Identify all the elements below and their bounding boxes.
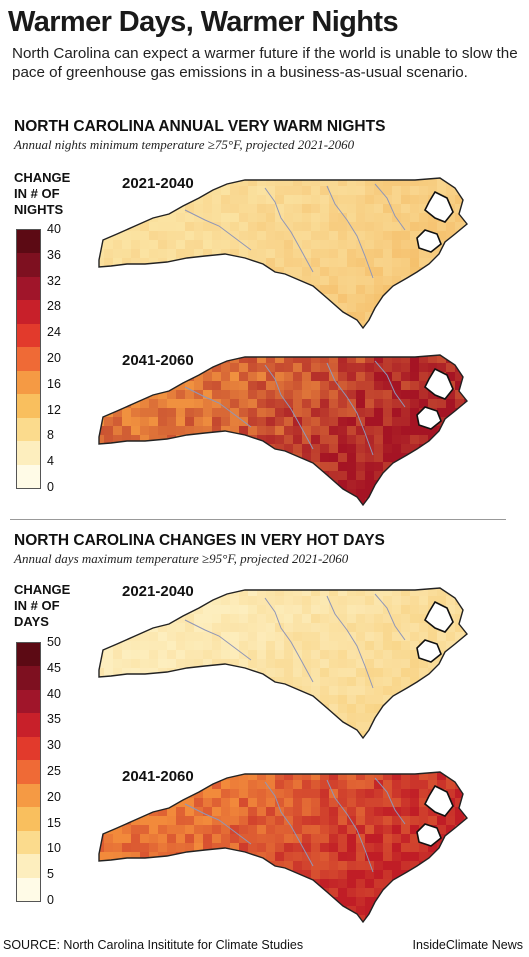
- nc-map-nights-2041-2060: [98, 354, 468, 507]
- legend-swatch: [17, 807, 40, 831]
- state-outline: [98, 177, 468, 330]
- legend-swatch: [17, 783, 40, 808]
- river-line: [374, 777, 406, 825]
- legend-tick-label: 20: [47, 351, 61, 365]
- legend-tick-label: 40: [47, 686, 61, 701]
- section-subtitle-days: Annual days maximum temperature ≥95°F, p…: [14, 551, 349, 566]
- legend-tick-label: 4: [47, 454, 54, 469]
- section-divider: [10, 519, 506, 520]
- credit-logo-text: InsideClimate News: [412, 938, 523, 952]
- legend-color-bar-days: [16, 642, 41, 902]
- legend-swatch: [17, 347, 40, 371]
- heat-grid: [99, 772, 467, 922]
- heat-grid: [99, 178, 467, 328]
- legend-swatch: [17, 643, 40, 667]
- legend-tick-label: 0: [47, 480, 54, 494]
- river-line: [264, 187, 314, 273]
- legend-swatch: [17, 689, 40, 714]
- legend-title-nights: CHANGE IN # OF NIGHTS: [14, 170, 71, 217]
- legend-tick-label: 40: [47, 222, 61, 236]
- legend-swatch: [17, 760, 40, 784]
- legend-tick-label: 28: [47, 299, 61, 314]
- legend-tick-label: 20: [47, 789, 61, 804]
- legend-tick-label: 32: [47, 273, 61, 288]
- legend-tick-label: 25: [47, 764, 61, 778]
- legend-swatch: [17, 300, 40, 324]
- legend-tick-label: 5: [47, 867, 54, 882]
- river-line: [184, 803, 252, 845]
- map-label-days-2021-2040: 2021-2040: [122, 583, 194, 600]
- river-line: [184, 209, 252, 251]
- legend-tick-label: 36: [47, 247, 61, 262]
- section-title-nights: NORTH CAROLINA ANNUAL VERY WARM NIGHTS: [14, 118, 386, 135]
- section-subtitle-nights: Annual nights minimum temperature ≥75°F,…: [14, 137, 355, 152]
- river-line: [374, 593, 406, 641]
- legend-swatch: [17, 854, 40, 878]
- page-title: Warmer Days, Warmer Nights: [8, 6, 399, 38]
- legend-swatch: [17, 666, 40, 690]
- legend-tick-label: 10: [47, 841, 61, 856]
- river-line: [326, 595, 374, 689]
- legend-swatch: [17, 394, 40, 418]
- legend-tick-label: 12: [47, 402, 61, 417]
- river-line: [264, 364, 314, 450]
- river-line: [264, 597, 314, 683]
- source-note: SOURCE: North Carolina Insititute for Cl…: [3, 938, 304, 952]
- legend-title-days: CHANGE IN # OF DAYS: [14, 582, 71, 629]
- nc-map-days-2041-2060: [98, 771, 468, 924]
- legend-swatch: [17, 441, 40, 465]
- river-line: [264, 781, 314, 867]
- legend-swatch: [17, 830, 40, 855]
- pamlico-albemarle-sounds: [416, 784, 454, 847]
- legend-tick-label: 35: [47, 712, 61, 727]
- river-line: [326, 185, 374, 279]
- state-outline: [98, 587, 468, 740]
- state-outline: [98, 771, 468, 924]
- legend-tick-label: 50: [47, 635, 61, 649]
- legend-swatch: [17, 877, 40, 901]
- legend-swatch: [17, 713, 40, 737]
- heat-grid: [99, 355, 467, 505]
- nc-map-days-2021-2040: [98, 587, 468, 740]
- legend-tick-label: 0: [47, 893, 54, 907]
- legend-swatch: [17, 736, 40, 761]
- section-title-days: NORTH CAROLINA CHANGES IN VERY HOT DAYS: [14, 532, 385, 549]
- legend-tick-label: 8: [47, 428, 54, 443]
- river-line: [184, 386, 252, 428]
- legend-tick-label: 45: [47, 660, 61, 675]
- legend-swatch: [17, 230, 40, 254]
- map-label-days-2041-2060: 2041-2060: [122, 768, 194, 785]
- river-line: [184, 619, 252, 661]
- legend-color-bar-nights: [16, 229, 41, 489]
- legend-swatch: [17, 323, 40, 348]
- river-line: [374, 360, 406, 408]
- river-line: [326, 362, 374, 456]
- page-subtitle: North Carolina can expect a warmer futur…: [12, 45, 518, 81]
- heat-grid: [99, 588, 467, 738]
- legend-tick-label: 30: [47, 738, 61, 753]
- map-label-nights-2021-2040: 2021-2040: [122, 175, 194, 192]
- legend-tick-label: 24: [47, 325, 61, 340]
- legend-swatch: [17, 253, 40, 277]
- river-line: [326, 779, 374, 873]
- state-outline: [98, 354, 468, 507]
- nc-map-nights-2021-2040: [98, 177, 468, 330]
- legend-tick-label: 15: [47, 815, 61, 830]
- legend-swatch: [17, 276, 40, 301]
- legend-swatch: [17, 370, 40, 395]
- pamlico-albemarle-sounds: [416, 190, 454, 253]
- legend-tick-label: 16: [47, 376, 61, 391]
- legend-swatch: [17, 464, 40, 488]
- river-line: [374, 183, 406, 231]
- map-label-nights-2041-2060: 2041-2060: [122, 352, 194, 369]
- pamlico-albemarle-sounds: [416, 367, 454, 430]
- legend-swatch: [17, 417, 40, 442]
- pamlico-albemarle-sounds: [416, 600, 454, 663]
